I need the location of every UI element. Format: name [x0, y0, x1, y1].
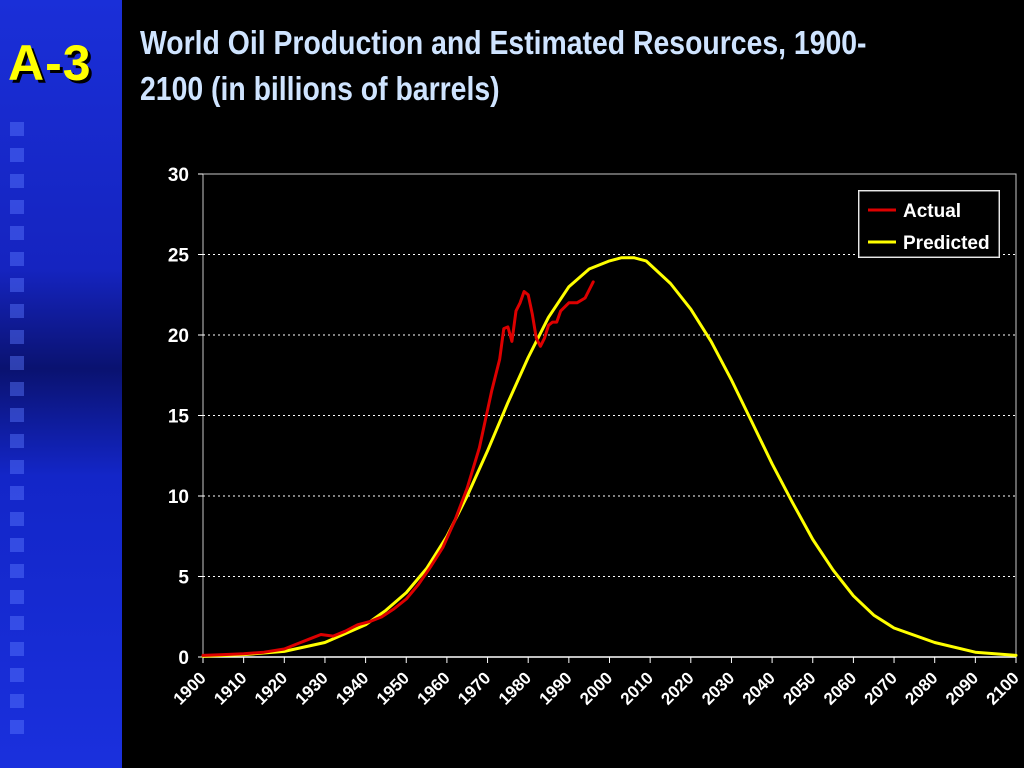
x-tick-label: 2060 — [820, 668, 860, 708]
sidebar-square — [10, 356, 24, 370]
x-tick-label: 1930 — [292, 668, 332, 708]
x-tick-label: 1940 — [332, 668, 372, 708]
sidebar-square — [10, 408, 24, 422]
x-tick-label: 1960 — [414, 668, 454, 708]
sidebar-square — [10, 590, 24, 604]
x-tick-label: 2040 — [739, 668, 779, 708]
sidebar-square — [10, 642, 24, 656]
sidebar-square — [10, 616, 24, 630]
sidebar-square — [10, 382, 24, 396]
x-tick-label: 1910 — [210, 668, 250, 708]
x-tick-label: 1900 — [170, 668, 210, 708]
x-tick-label: 1950 — [373, 668, 413, 708]
x-tick-label: 2050 — [779, 668, 819, 708]
sidebar-square — [10, 720, 24, 734]
sidebar-square — [10, 278, 24, 292]
y-tick-label: 0 — [178, 648, 189, 669]
sidebar-square — [10, 460, 24, 474]
x-tick-label: 2090 — [942, 668, 982, 708]
sidebar-square — [10, 252, 24, 266]
sidebar-square — [10, 148, 24, 162]
sidebar-square — [10, 486, 24, 500]
sidebar-square — [10, 330, 24, 344]
y-tick-label: 10 — [168, 487, 189, 508]
x-tick-label: 1970 — [454, 668, 494, 708]
sidebar-square — [10, 512, 24, 526]
x-tick-label: 2070 — [861, 668, 901, 708]
x-tick-label: 2100 — [983, 668, 1023, 708]
x-tick-label: 2020 — [657, 668, 697, 708]
legend-inner — [858, 190, 1000, 258]
x-tick-label: 2000 — [576, 668, 616, 708]
series-line-actual — [201, 280, 595, 657]
x-tick-label: 1920 — [251, 668, 291, 708]
y-tick-label: 30 — [168, 165, 189, 186]
sidebar-square — [10, 122, 24, 136]
sidebar-square — [10, 304, 24, 318]
sidebar-square — [10, 174, 24, 188]
sidebar-square — [10, 200, 24, 214]
x-tick-label: 2010 — [617, 668, 657, 708]
slide-title: World Oil Production and Estimated Resou… — [140, 24, 867, 107]
legend-label-predicted: Predicted — [903, 233, 990, 254]
y-tick-label: 20 — [168, 326, 189, 347]
series-line-predicted — [201, 256, 1018, 658]
sidebar-square — [10, 434, 24, 448]
y-tick-label: 25 — [168, 246, 190, 267]
x-tick-label: 2030 — [698, 668, 738, 708]
sidebar-square — [10, 668, 24, 682]
legend-label-actual: Actual — [903, 201, 961, 222]
sidebar-decoration — [0, 0, 122, 768]
y-tick-label: 5 — [178, 568, 189, 589]
sidebar-square — [10, 538, 24, 552]
sidebar-square — [10, 226, 24, 240]
y-tick-label: 15 — [168, 407, 190, 428]
x-tick-label: 1990 — [535, 668, 575, 708]
sidebar-square — [10, 694, 24, 708]
slide-label: A-3 — [8, 35, 92, 91]
sidebar-square — [10, 564, 24, 578]
x-tick-label: 2080 — [901, 668, 941, 708]
x-tick-label: 1980 — [495, 668, 535, 708]
